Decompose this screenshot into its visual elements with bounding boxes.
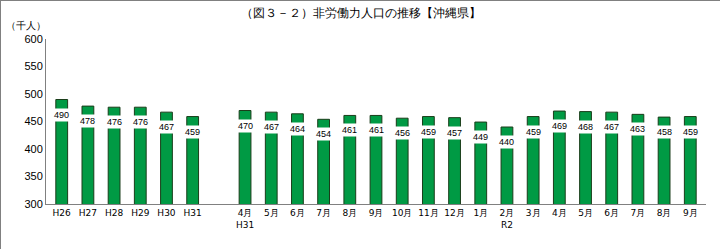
svg-text:11月: 11月 <box>418 208 438 218</box>
svg-text:H27: H27 <box>79 208 97 218</box>
svg-text:H26: H26 <box>53 208 71 218</box>
svg-text:4月H31: 4月H31 <box>236 208 254 230</box>
svg-text:1月: 1月 <box>473 208 488 218</box>
svg-text:5月: 5月 <box>578 208 593 218</box>
svg-text:550: 550 <box>24 60 42 72</box>
svg-text:470: 470 <box>238 121 253 131</box>
svg-text:350: 350 <box>24 170 42 182</box>
svg-text:449: 449 <box>473 132 488 142</box>
svg-text:12月: 12月 <box>444 208 464 218</box>
svg-text:464: 464 <box>290 124 305 134</box>
svg-text:3月: 3月 <box>526 208 541 218</box>
svg-text:459: 459 <box>683 127 698 137</box>
svg-text:300: 300 <box>24 198 42 210</box>
svg-text:H31: H31 <box>184 208 202 218</box>
svg-text:6月: 6月 <box>290 208 305 218</box>
svg-text:（千人）: （千人） <box>6 20 46 31</box>
svg-text:H30: H30 <box>157 208 175 218</box>
svg-text:459: 459 <box>421 127 436 137</box>
svg-text:400: 400 <box>24 143 42 155</box>
svg-text:4月: 4月 <box>552 208 567 218</box>
svg-text:H28: H28 <box>105 208 123 218</box>
svg-text:467: 467 <box>604 122 619 132</box>
svg-text:461: 461 <box>369 125 384 135</box>
svg-text:500: 500 <box>24 88 42 100</box>
svg-text:8月: 8月 <box>342 208 357 218</box>
svg-text:（図３－２）非労働力人口の推移【沖縄県】: （図３－２）非労働力人口の推移【沖縄県】 <box>241 6 481 20</box>
svg-text:10月: 10月 <box>392 208 412 218</box>
svg-text:9月: 9月 <box>683 208 698 218</box>
svg-text:9月: 9月 <box>369 208 384 218</box>
svg-text:457: 457 <box>447 128 462 138</box>
svg-text:461: 461 <box>342 125 357 135</box>
svg-text:467: 467 <box>264 122 279 132</box>
svg-text:454: 454 <box>316 129 331 139</box>
svg-text:463: 463 <box>630 124 645 134</box>
svg-text:7月: 7月 <box>316 208 331 218</box>
svg-text:5月: 5月 <box>264 208 279 218</box>
svg-text:600: 600 <box>24 33 42 45</box>
svg-text:440: 440 <box>499 137 514 147</box>
svg-text:456: 456 <box>395 128 410 138</box>
svg-text:469: 469 <box>552 121 567 131</box>
svg-text:459: 459 <box>526 127 541 137</box>
svg-text:458: 458 <box>657 127 672 137</box>
svg-text:8月: 8月 <box>657 208 672 218</box>
svg-text:468: 468 <box>578 122 593 132</box>
svg-text:476: 476 <box>107 117 122 127</box>
svg-text:7月: 7月 <box>631 208 646 218</box>
svg-text:476: 476 <box>133 117 148 127</box>
svg-text:6月: 6月 <box>604 208 619 218</box>
svg-text:478: 478 <box>80 116 95 126</box>
svg-text:467: 467 <box>159 122 174 132</box>
svg-text:459: 459 <box>185 127 200 137</box>
svg-text:490: 490 <box>54 110 69 120</box>
svg-text:H29: H29 <box>131 208 149 218</box>
svg-text:450: 450 <box>24 115 42 127</box>
svg-text:2月R2: 2月R2 <box>500 208 515 230</box>
